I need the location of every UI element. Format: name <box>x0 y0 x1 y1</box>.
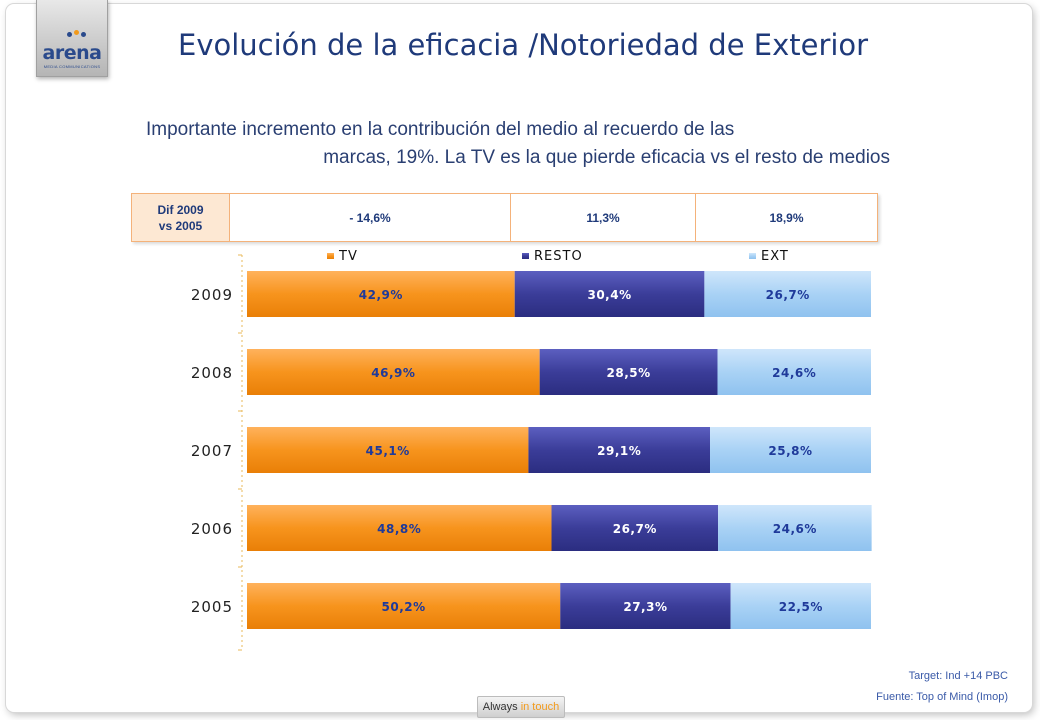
data-label-ext-2009: 26,7% <box>766 288 810 302</box>
difference-header-line-1: Dif 2009 <box>157 202 204 217</box>
difference-table-row: Dif 2009 vs 2005 - 14,6% 11,3% 18,9% <box>131 193 878 242</box>
logo-word: arena <box>42 42 102 64</box>
data-label-resto-2008: 28,5% <box>607 366 651 380</box>
bar-ext-2008 <box>717 349 871 395</box>
data-label-ext-2008: 24,6% <box>772 366 816 380</box>
subtitle-line-2: marcas, 19%. La TV es la que pierde efic… <box>323 147 890 168</box>
bar-resto-2009 <box>514 271 705 317</box>
bar-resto-2007 <box>528 427 711 473</box>
data-label-tv-2007: 45,1% <box>366 444 410 458</box>
data-label-tv-2009: 42,9% <box>359 288 403 302</box>
legend-swatch-ext <box>749 253 756 259</box>
bar-resto-2005 <box>560 583 731 629</box>
category-label-2009: 2009 <box>191 286 233 304</box>
bar-tv-2006 <box>247 505 552 551</box>
badge-prefix: Always <box>482 701 521 713</box>
data-label-tv-2006: 48,8% <box>377 522 421 536</box>
data-label-ext-2006: 24,6% <box>773 522 817 536</box>
bar-tv-2008 <box>247 349 540 395</box>
legend-label-tv: TV <box>338 249 358 264</box>
data-label-resto-2005: 27,3% <box>623 600 667 614</box>
badge-accent: in touch <box>520 701 560 713</box>
data-label-ext-2007: 25,8% <box>768 444 812 458</box>
page-title: Evolución de la eficacia /Notoriedad de … <box>178 28 869 62</box>
legend-label-resto: RESTO <box>534 249 583 264</box>
logo-dots-icon <box>67 30 87 40</box>
category-label-2005: 2005 <box>191 598 233 616</box>
bar-tv-2009 <box>247 271 515 317</box>
target-note: Target: Ind +14 PBC <box>908 670 1008 682</box>
logo-tagline: MEDIA COMMUNICATIONS <box>43 64 101 69</box>
legend-swatch-resto <box>522 253 529 259</box>
data-label-tv-2008: 46,9% <box>371 366 415 380</box>
difference-tv: - 14,6% <box>229 193 511 242</box>
subtitle-line-1: Importante incremento en la contribución… <box>146 119 735 140</box>
legend-swatch-tv <box>327 253 334 259</box>
difference-table-header: Dif 2009 vs 2005 <box>131 193 230 242</box>
difference-header-line-2: vs 2005 <box>158 218 203 233</box>
always-in-touch-badge: Always in touch <box>477 696 565 718</box>
category-label-2007: 2007 <box>191 442 233 460</box>
subtitle: Importante incremento en la contribución… <box>146 116 890 172</box>
bar-tv-2005 <box>247 583 561 629</box>
bar-ext-2009 <box>704 271 871 317</box>
bar-ext-2007 <box>710 427 871 473</box>
bar-resto-2008 <box>539 349 718 395</box>
bar-tv-2007 <box>247 427 529 473</box>
data-label-ext-2005: 22,5% <box>779 600 823 614</box>
data-label-resto-2006: 26,7% <box>613 522 657 536</box>
data-label-resto-2009: 30,4% <box>587 288 631 302</box>
bar-ext-2005 <box>730 583 871 629</box>
arena-logo: arena MEDIA COMMUNICATIONS <box>36 0 108 77</box>
difference-resto: 11,3% <box>510 193 696 242</box>
category-label-2006: 2006 <box>191 520 233 538</box>
difference-ext: 18,9% <box>695 193 878 242</box>
bar-ext-2006 <box>718 505 872 551</box>
data-label-resto-2007: 29,1% <box>597 444 641 458</box>
legend-label-ext: EXT <box>761 249 789 264</box>
difference-table: Dif 2009 vs 2005 - 14,6% 11,3% 18,9% <box>131 193 878 242</box>
bar-resto-2006 <box>551 505 719 551</box>
data-label-tv-2005: 50,2% <box>382 600 426 614</box>
category-label-2008: 2008 <box>191 364 233 382</box>
source-note: Fuente: Top of Mind (Imop) <box>876 691 1008 703</box>
